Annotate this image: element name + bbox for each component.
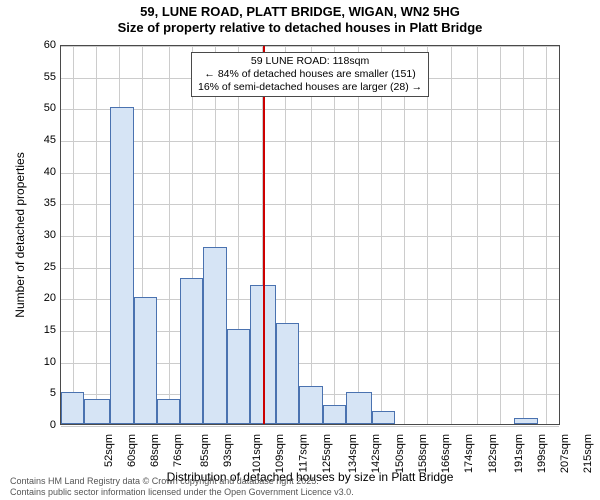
x-tick-label: 101sqm bbox=[251, 434, 263, 473]
histogram-bar bbox=[203, 247, 226, 424]
x-tick-label: 207sqm bbox=[559, 434, 571, 473]
gridline-h bbox=[61, 236, 559, 237]
gridline-v bbox=[404, 46, 405, 424]
y-tick-label: 10 bbox=[16, 356, 56, 368]
x-tick-label: 109sqm bbox=[274, 434, 286, 473]
title-line-2: Size of property relative to detached ho… bbox=[0, 20, 600, 36]
histogram-bar bbox=[84, 399, 110, 424]
y-tick-label: 45 bbox=[16, 134, 56, 146]
gridline-h bbox=[61, 268, 559, 269]
gridline-v bbox=[523, 46, 524, 424]
marker-line bbox=[263, 46, 265, 424]
gridline-h bbox=[61, 109, 559, 110]
x-tick-label: 134sqm bbox=[347, 434, 359, 473]
gridline-h bbox=[61, 46, 559, 47]
y-tick-label: 5 bbox=[16, 387, 56, 399]
x-tick-label: 199sqm bbox=[536, 434, 548, 473]
y-tick-label: 15 bbox=[16, 324, 56, 336]
title-line-1: 59, LUNE ROAD, PLATT BRIDGE, WIGAN, WN2 … bbox=[0, 4, 600, 20]
x-tick-label: 150sqm bbox=[394, 434, 406, 473]
annotation-box: 59 LUNE ROAD: 118sqm← 84% of detached ho… bbox=[191, 52, 429, 97]
plot-area: 59 LUNE ROAD: 118sqm← 84% of detached ho… bbox=[60, 45, 560, 425]
y-tick-label: 20 bbox=[16, 292, 56, 304]
histogram-bar bbox=[299, 386, 322, 424]
gridline-v bbox=[500, 46, 501, 424]
histogram-bar bbox=[61, 392, 84, 424]
histogram-bar bbox=[514, 418, 537, 424]
histogram-bar bbox=[323, 405, 346, 424]
histogram-bar bbox=[110, 107, 133, 424]
gridline-h bbox=[61, 141, 559, 142]
gridline-v bbox=[358, 46, 359, 424]
annotation-line: 59 LUNE ROAD: 118sqm bbox=[198, 55, 422, 68]
gridline-h bbox=[61, 173, 559, 174]
gridline-v bbox=[381, 46, 382, 424]
histogram-bar bbox=[157, 399, 180, 424]
gridline-h bbox=[61, 426, 559, 427]
gridline-h bbox=[61, 204, 559, 205]
x-tick-label: 158sqm bbox=[417, 434, 429, 473]
y-tick-label: 40 bbox=[16, 166, 56, 178]
x-tick-label: 215sqm bbox=[583, 434, 595, 473]
footer-line-2: Contains public sector information licen… bbox=[10, 487, 354, 498]
x-tick-label: 166sqm bbox=[440, 434, 452, 473]
y-tick-label: 50 bbox=[16, 102, 56, 114]
histogram-bar bbox=[227, 329, 250, 424]
y-tick-label: 35 bbox=[16, 197, 56, 209]
x-tick-label: 117sqm bbox=[297, 434, 309, 472]
x-tick-label: 76sqm bbox=[172, 434, 184, 467]
histogram-bar bbox=[346, 392, 372, 424]
x-tick-label: 142sqm bbox=[370, 434, 382, 473]
y-tick-label: 60 bbox=[16, 39, 56, 51]
annotation-line: 16% of semi-detached houses are larger (… bbox=[198, 81, 422, 94]
histogram-bar bbox=[180, 278, 203, 424]
chart-container: 59, LUNE ROAD, PLATT BRIDGE, WIGAN, WN2 … bbox=[0, 0, 600, 500]
x-tick-label: 191sqm bbox=[513, 434, 525, 473]
y-tick-label: 25 bbox=[16, 261, 56, 273]
histogram-bar bbox=[276, 323, 299, 424]
y-tick-label: 30 bbox=[16, 229, 56, 241]
gridline-v bbox=[427, 46, 428, 424]
annotation-line: ← 84% of detached houses are smaller (15… bbox=[198, 68, 422, 81]
x-tick-label: 60sqm bbox=[126, 434, 138, 467]
y-tick-label: 0 bbox=[16, 419, 56, 431]
y-tick-label: 55 bbox=[16, 71, 56, 83]
x-tick-label: 174sqm bbox=[463, 434, 475, 473]
x-tick-label: 93sqm bbox=[222, 434, 234, 467]
gridline-v bbox=[477, 46, 478, 424]
histogram-bar bbox=[372, 411, 395, 424]
x-tick-label: 182sqm bbox=[487, 434, 499, 473]
gridline-v bbox=[451, 46, 452, 424]
gridline-v bbox=[73, 46, 74, 424]
x-tick-label: 52sqm bbox=[103, 434, 115, 467]
footer-line-1: Contains HM Land Registry data © Crown c… bbox=[10, 476, 354, 487]
gridline-v bbox=[311, 46, 312, 424]
gridline-v bbox=[96, 46, 97, 424]
footer-note: Contains HM Land Registry data © Crown c… bbox=[10, 476, 354, 498]
chart-title: 59, LUNE ROAD, PLATT BRIDGE, WIGAN, WN2 … bbox=[0, 4, 600, 37]
gridline-v bbox=[546, 46, 547, 424]
x-tick-label: 85sqm bbox=[199, 434, 211, 467]
x-tick-label: 68sqm bbox=[149, 434, 161, 467]
x-tick-label: 125sqm bbox=[321, 434, 333, 473]
histogram-bar bbox=[134, 297, 157, 424]
gridline-v bbox=[334, 46, 335, 424]
gridline-v bbox=[169, 46, 170, 424]
